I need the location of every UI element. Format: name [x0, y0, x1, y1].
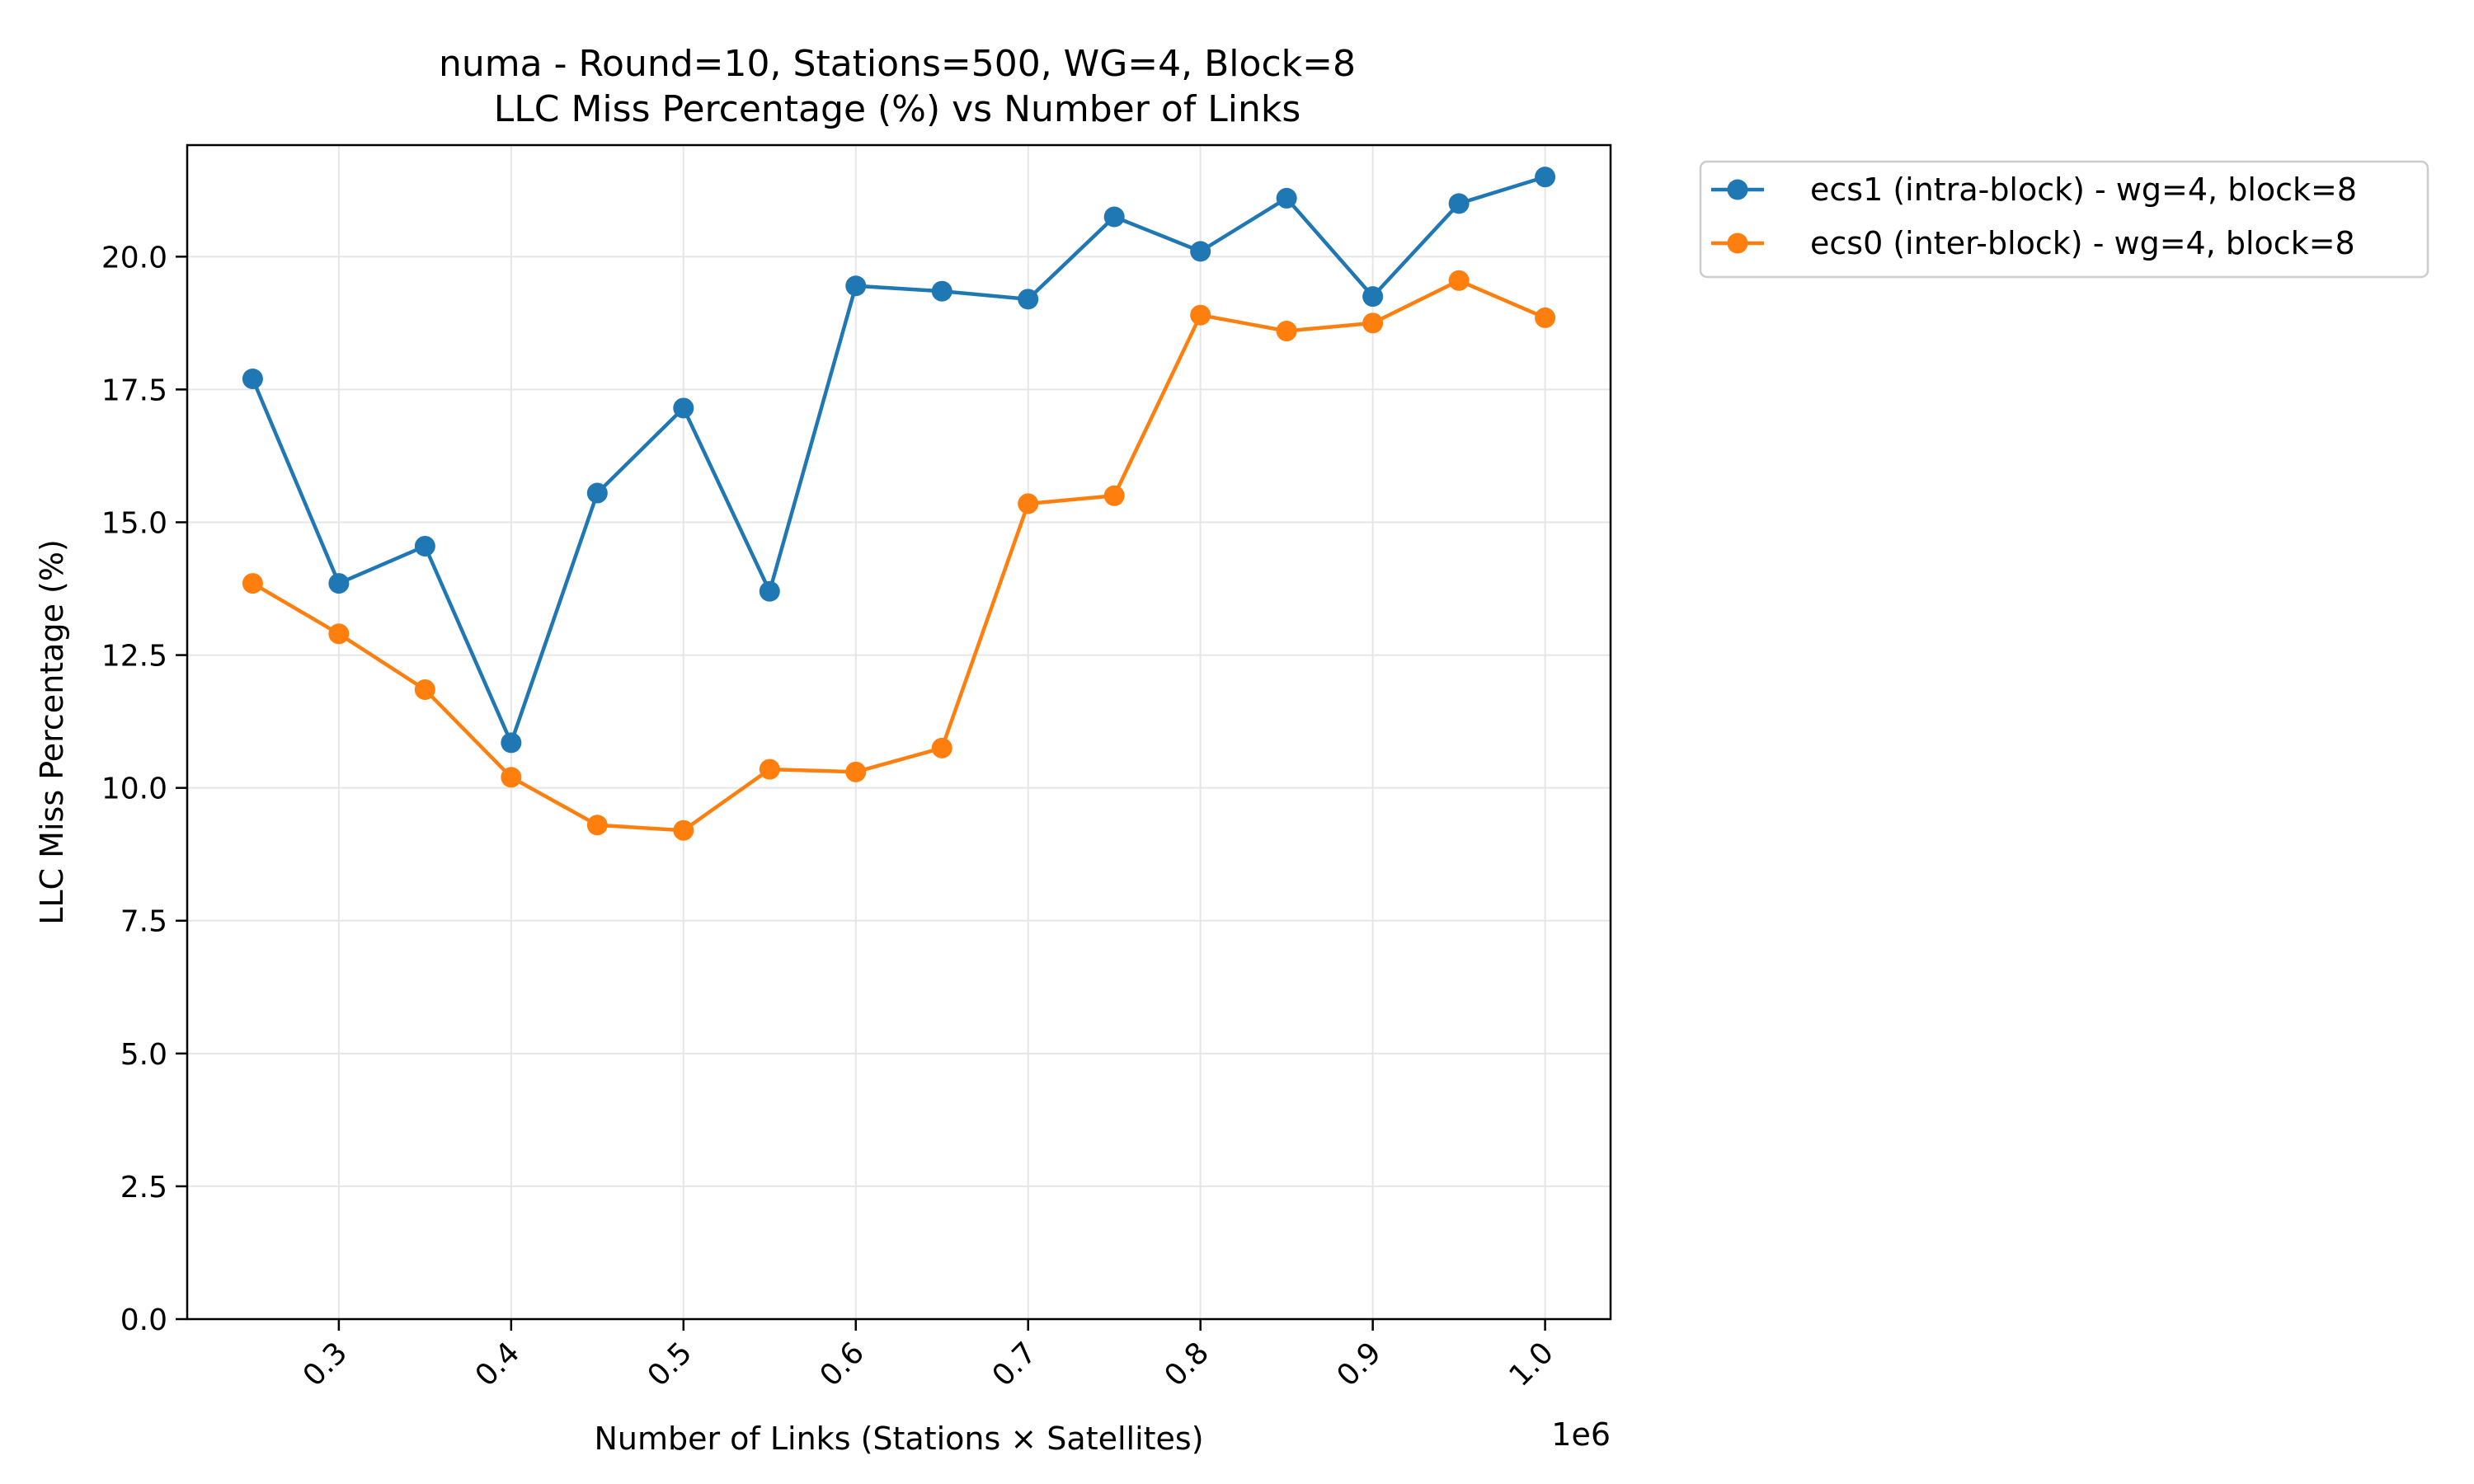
data-point [1018, 289, 1039, 310]
data-point [1276, 321, 1297, 342]
y-tick-label: 20.0 [101, 241, 167, 275]
legend-frame [1699, 160, 2429, 279]
data-point [414, 679, 435, 700]
x-tick-label: 0.5 [642, 1336, 698, 1392]
y-tick-label: 2.5 [120, 1171, 167, 1205]
series-ecs0 [242, 270, 1556, 841]
series-line [252, 279, 1546, 833]
x-tick-label: 0.7 [986, 1336, 1043, 1392]
x-tick-label: 0.4 [469, 1336, 526, 1392]
data-point [759, 758, 780, 780]
legend-marker-ecs1 [1727, 179, 1748, 200]
data-point [1190, 304, 1211, 326]
data-point [328, 623, 350, 645]
data-point [1448, 270, 1470, 291]
x-tick-label: 0.8 [1159, 1336, 1216, 1392]
data-point [1535, 307, 1556, 328]
y-tick-label: 7.5 [120, 905, 167, 939]
y-tick-label: 5.0 [120, 1038, 167, 1072]
y-axis: 0.0 2.5 5.0 7.5 10.0 12.5 15.0 17.5 20.0 [101, 241, 187, 1337]
x-tick-label: 0.9 [1331, 1336, 1388, 1392]
data-point [1018, 493, 1039, 514]
data-point [1276, 187, 1297, 209]
series-ecs1 [242, 167, 1556, 754]
legend-label-ecs0: ecs0 (inter-block) - wg=4, block=8 [1810, 225, 2355, 261]
data-point [673, 397, 694, 419]
data-point [501, 732, 522, 754]
data-point [501, 767, 522, 788]
data-point [242, 369, 263, 390]
data-point [759, 580, 780, 602]
data-point [1103, 206, 1125, 228]
grid [187, 145, 1611, 1320]
y-tick-label: 10.0 [101, 773, 167, 806]
x-axis: 0.3 0.4 0.5 0.6 0.7 0.8 0.9 1.0 [297, 1319, 1560, 1393]
data-point [1448, 193, 1470, 214]
y-tick-label: 12.5 [101, 640, 167, 674]
data-point [673, 819, 694, 841]
chart-title: numa - Round=10, Stations=500, WG=4, Blo… [439, 43, 1356, 85]
data-point [931, 280, 952, 302]
data-point [931, 737, 952, 758]
data-point [845, 275, 867, 297]
data-point [1362, 312, 1384, 334]
data-point [1535, 167, 1556, 188]
y-tick-label: 15.0 [101, 506, 167, 540]
legend-marker-ecs0 [1727, 232, 1748, 254]
data-point [586, 482, 608, 504]
data-point [328, 573, 350, 594]
chart-subtitle: LLC Miss Percentage (%) vs Number of Lin… [494, 88, 1301, 130]
legend-label-ecs1: ecs1 (intra-block) - wg=4, block=8 [1810, 171, 2357, 208]
data-point [1362, 286, 1384, 308]
y-tick-label: 17.5 [101, 373, 167, 407]
series-layer [242, 167, 1556, 841]
x-tick-label: 0.6 [814, 1336, 871, 1392]
x-axis-offset-label: 1e6 [1551, 1416, 1611, 1453]
x-tick-label: 0.3 [297, 1336, 354, 1392]
x-axis-label: Number of Links (Stations × Satellites) [594, 1421, 1203, 1457]
data-point [242, 573, 263, 594]
y-tick-label: 0.0 [120, 1303, 167, 1337]
plot-frame [186, 143, 1612, 1321]
data-point [414, 535, 435, 556]
legend: ecs1 (intra-block) - wg=4, block=8 ecs0 … [1699, 160, 2429, 279]
series-line [251, 175, 1546, 745]
data-point [586, 815, 608, 836]
data-point [1190, 241, 1211, 262]
data-point [845, 761, 867, 782]
x-tick-label: 1.0 [1503, 1336, 1559, 1392]
y-axis-label: LLC Miss Percentage (%) [34, 539, 70, 925]
data-point [1103, 485, 1125, 506]
